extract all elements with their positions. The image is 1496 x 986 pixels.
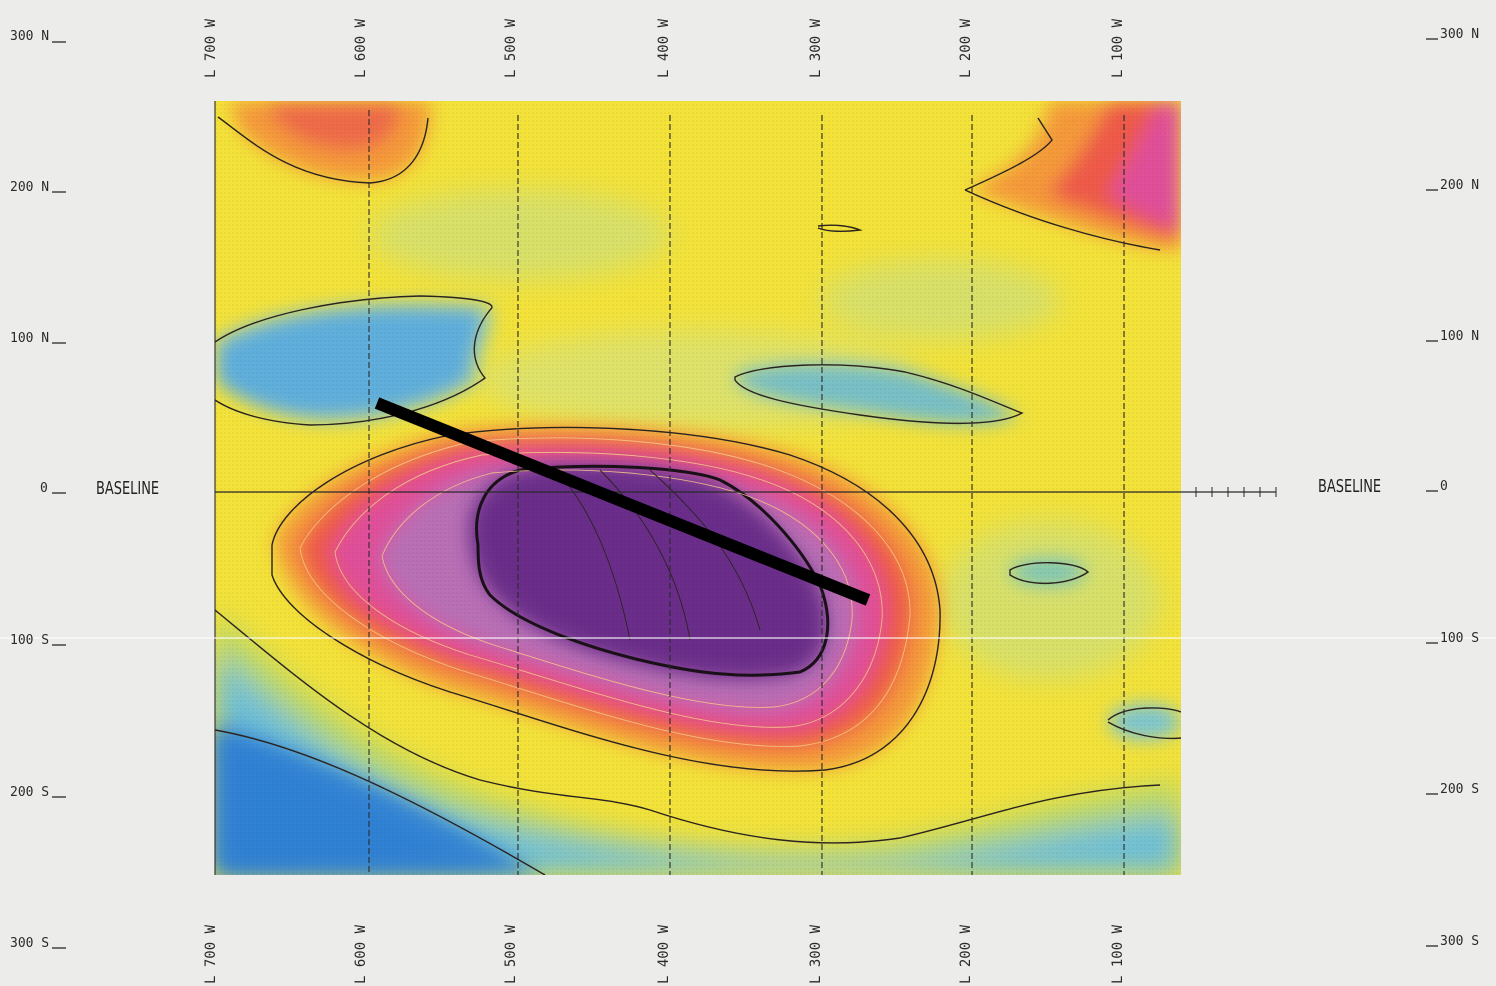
line-label-top: L 700 W [203, 18, 219, 78]
baseline-line [215, 487, 1277, 497]
station-label-right: 200 S [1440, 782, 1480, 797]
station-label-left: 200 S [10, 785, 50, 800]
line-label-bottom: L 700 W [203, 924, 219, 984]
station-label-left: 0 [40, 481, 48, 496]
station-label-left: 200 N [10, 180, 50, 195]
section-line [374, 397, 871, 606]
color-field [215, 101, 1181, 875]
station-label-left: 100 N [10, 331, 50, 346]
station-label-right: 200 N [1440, 178, 1480, 193]
line-label-bottom: L 100 W [1110, 924, 1126, 984]
line-label-top: L 100 W [1110, 18, 1126, 78]
station-label-right: 0 [1440, 479, 1448, 494]
station-label-left: 300 S [10, 936, 50, 951]
line-label-top: L 500 W [503, 18, 519, 78]
station-label-left: 300 N [10, 29, 50, 44]
line-label-top: L 400 W [656, 18, 672, 78]
line-label-bottom: L 400 W [656, 924, 672, 984]
line-label-bottom: L 500 W [503, 924, 519, 984]
line-label-bottom: L 600 W [353, 924, 369, 984]
station-label-left: 100 S [10, 633, 50, 648]
line-label-top: L 300 W [808, 18, 824, 78]
line-label-top: L 200 W [958, 18, 974, 78]
station-label-right: 100 S [1440, 631, 1480, 646]
station-label-right: 300 N [1440, 27, 1480, 42]
station-label-right: 300 S [1440, 934, 1480, 949]
baseline-label-right: BASELINE [1318, 476, 1382, 497]
line-label-bottom: L 200 W [958, 924, 974, 984]
station-label-right: 100 N [1440, 329, 1480, 344]
baseline-label-left: BASELINE [96, 478, 160, 499]
line-label-top: L 600 W [353, 18, 369, 78]
line-label-bottom: L 300 W [808, 924, 824, 984]
